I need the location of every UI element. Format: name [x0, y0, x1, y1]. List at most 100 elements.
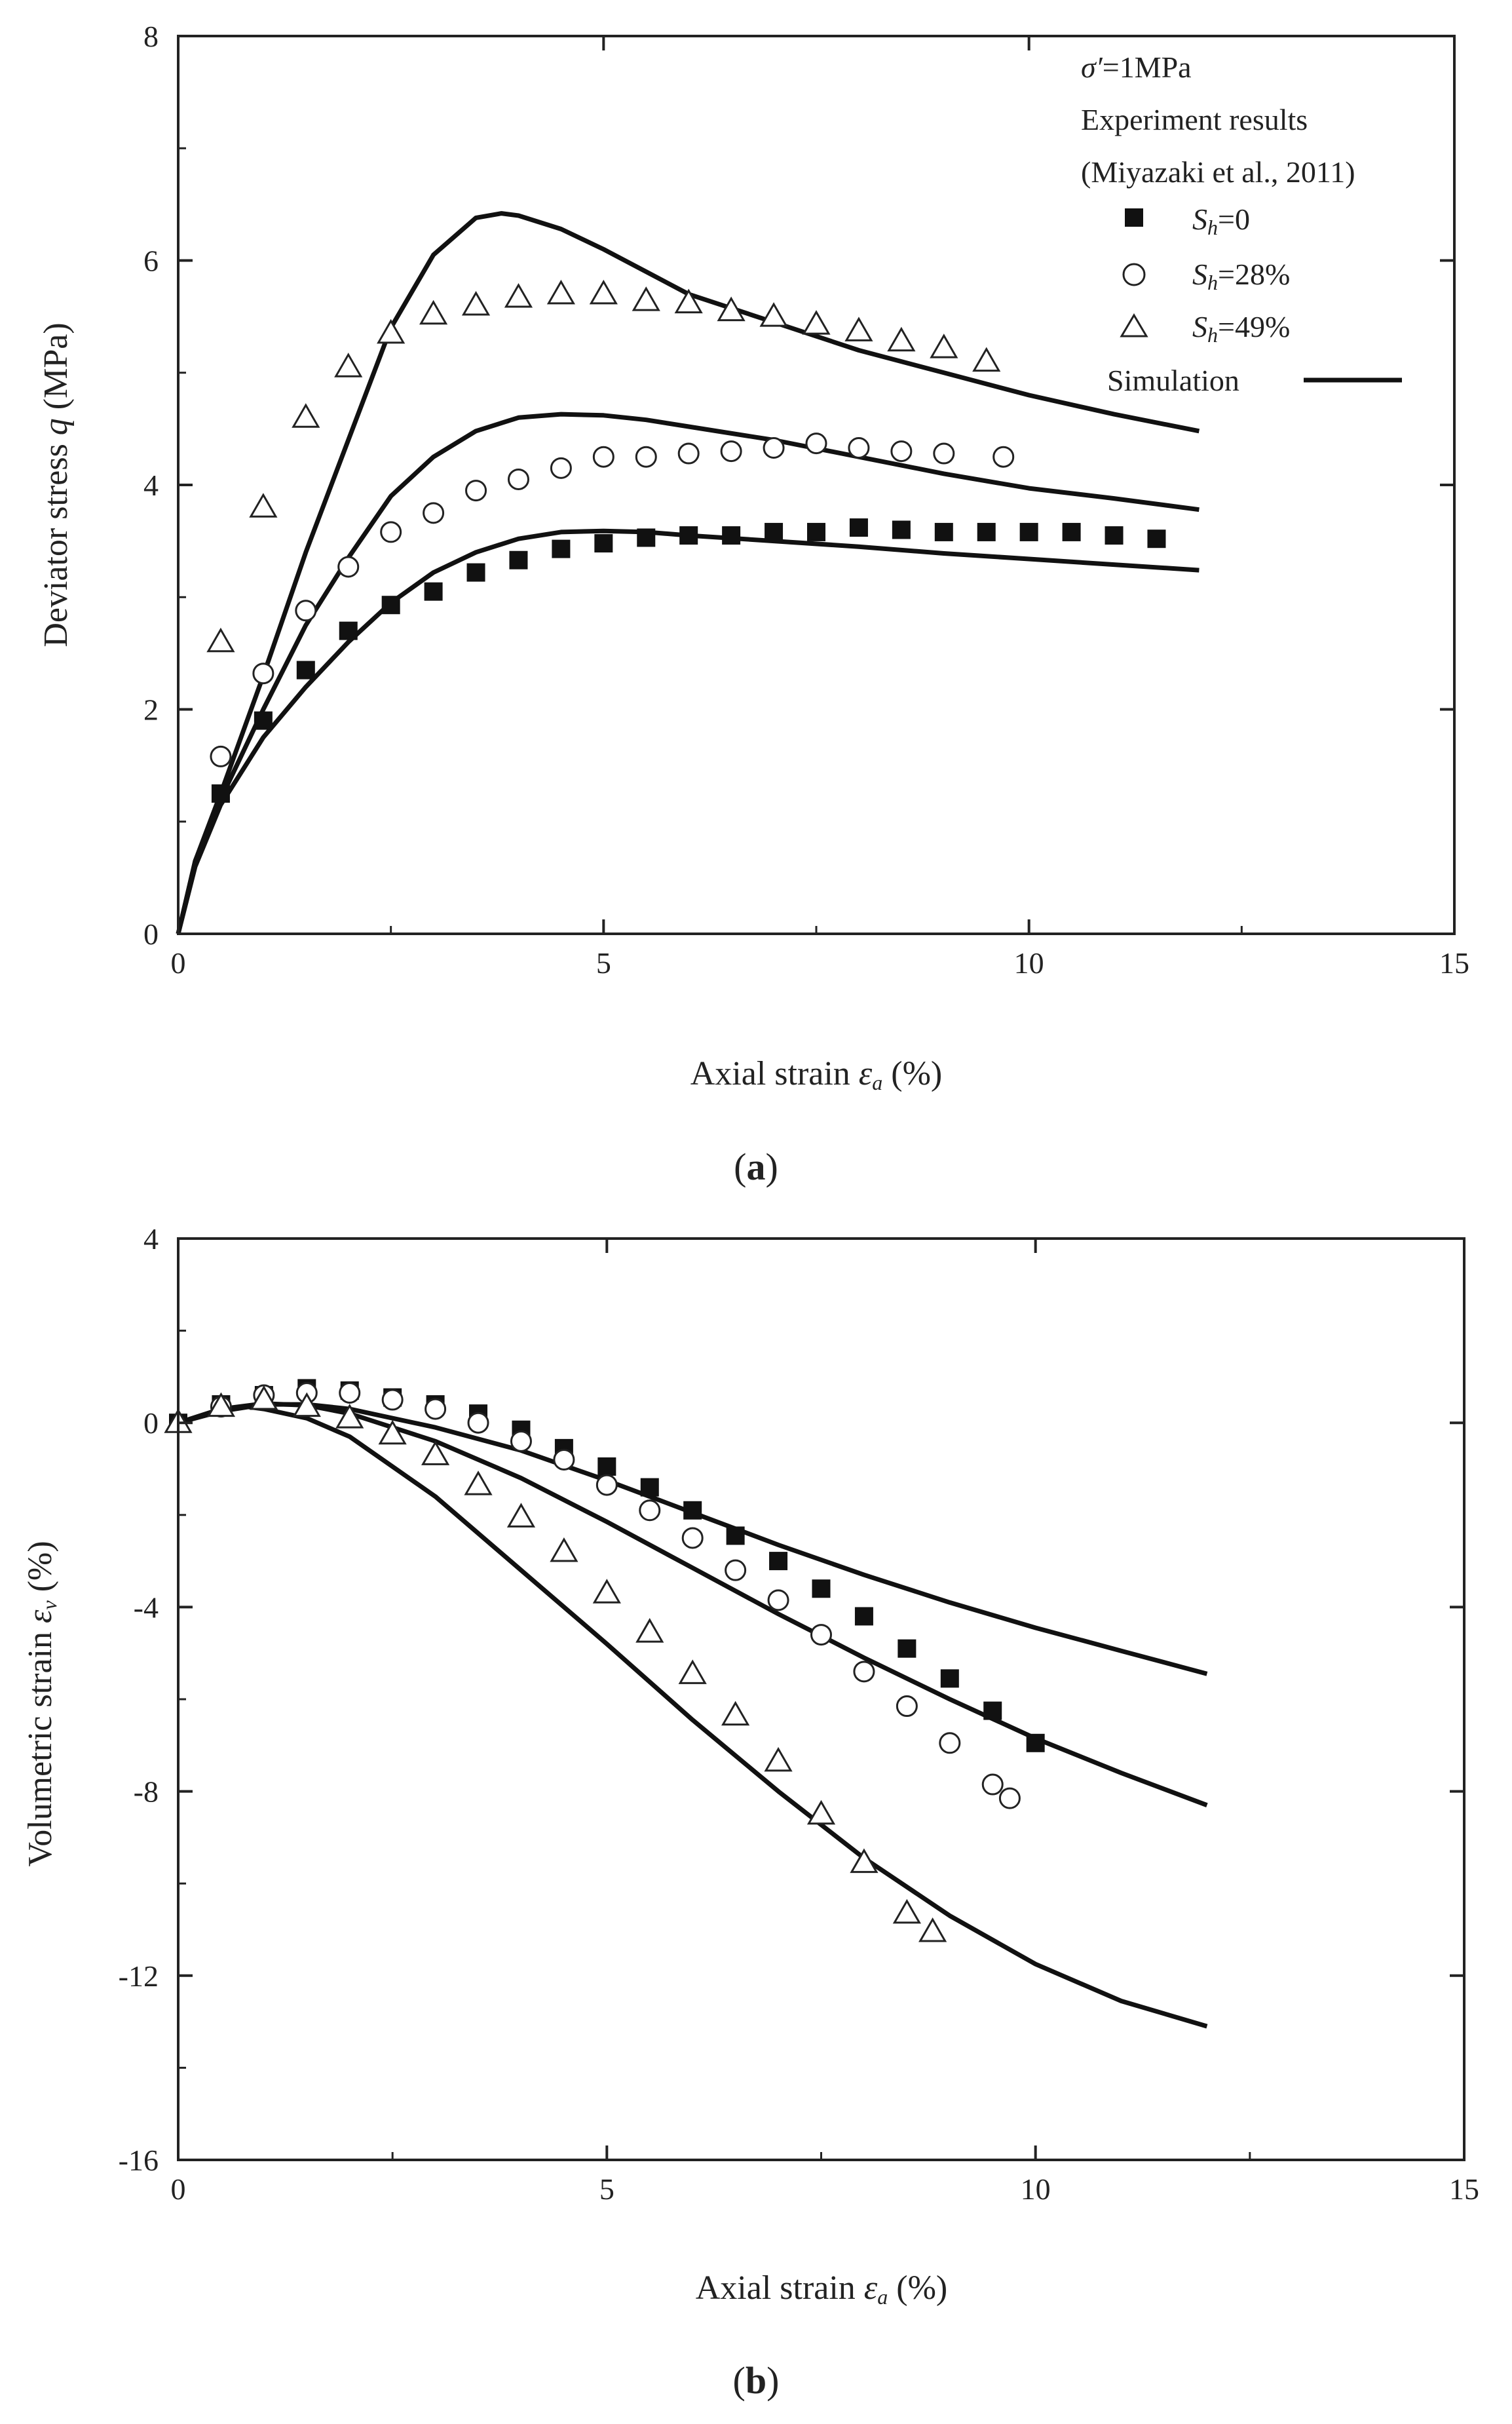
legend-entry-sh49: Sh=49% [1192, 310, 1290, 347]
panel-b-chart: 0 5 10 15 -16 -12 -8 -4 0 4 Volumetric strain εv … [22, 1222, 1479, 2402]
panel-a-simulation-line-5 [176, 211, 1200, 934]
panel-a-point-triangle [377, 318, 406, 344]
panel-b-point-triangle [918, 1917, 947, 1942]
panel-a-point-triangle [292, 403, 320, 428]
panel-b-point-square [640, 1478, 659, 1497]
panel-a-legend: σ′=1MPa Experiment results (Miyazaki et … [1081, 50, 1402, 397]
panel-a-point-square [934, 522, 953, 541]
panel-a-point-circle [848, 436, 870, 459]
panel-a-x-tick-label: 10 [1014, 946, 1044, 980]
panel-b-y-tick-label: -4 [134, 1590, 159, 1624]
panel-b-plot-marks [164, 1379, 1208, 2029]
panel-b-point-square [683, 1501, 702, 1520]
panel-a-ticks: 0 5 10 15 0 2 4 6 8 [143, 20, 1469, 980]
panel-a-point-square [594, 534, 613, 553]
legend-simulation: Simulation [1107, 364, 1239, 397]
panel-a-point-circle [635, 446, 657, 468]
panel-a-point-triangle [674, 288, 703, 314]
panel-b-point-circle [767, 1589, 789, 1611]
panel-a-point-square [977, 522, 996, 541]
panel-b-point-circle [425, 1398, 447, 1420]
panel-a-point-square [722, 526, 741, 545]
panel-a-x-tick-label: 0 [171, 946, 186, 980]
panel-a-plot-marks [176, 211, 1200, 934]
panel-b-point-triangle [721, 1701, 750, 1726]
panel-b-point-triangle [292, 1392, 321, 1417]
panel-a-simulation-line-4 [176, 412, 1200, 934]
panel-b-x-axis-label: Axial strain εa (%) [696, 2269, 948, 2309]
panel-a-point-square [552, 539, 571, 558]
panel-a-point-square [296, 661, 315, 680]
panel-a-point-square [466, 563, 485, 582]
panel-b-point-circle [810, 1624, 832, 1646]
panel-b-point-triangle [550, 1537, 578, 1562]
panel-a-y-tick-label: 6 [143, 244, 159, 278]
panel-b-point-triangle [206, 1392, 236, 1417]
panel-a-point-triangle [930, 334, 958, 358]
panel-b-point-circle [339, 1382, 361, 1404]
panel-a-point-square [679, 526, 698, 545]
panel-b-point-circle [595, 1474, 618, 1496]
panel-a-y-tick-label: 2 [143, 693, 159, 727]
panel-a-point-triangle [802, 310, 831, 335]
panel-a-point-square [1062, 522, 1081, 541]
legend-heading-2: (Miyazaki et al., 2011) [1081, 155, 1355, 189]
panel-b-x-tick-label: 15 [1449, 2172, 1479, 2206]
panel-b-point-triangle [464, 1471, 493, 1495]
panel-a-label: (a) [734, 1145, 778, 1188]
panel-a-point-triangle [419, 299, 448, 325]
panel-a-point-circle [252, 663, 274, 685]
panel-b-y-tick-label: 0 [143, 1406, 159, 1440]
panel-a-point-circle [380, 521, 402, 543]
panel-a-point-circle [507, 468, 529, 490]
panel-a-point-circle [295, 600, 317, 622]
panel-a-point-circle [933, 442, 955, 465]
panel-a-point-circle [423, 502, 445, 524]
panel-a-point-circle [337, 556, 360, 578]
panel-a-point-square [1147, 529, 1166, 548]
panel-a-point-square [765, 522, 784, 541]
panel-b-point-triangle [592, 1579, 621, 1604]
panel-a-point-triangle [717, 296, 746, 322]
panel-b-y-tick-label: -16 [119, 2144, 159, 2177]
panel-b-point-circle [998, 1787, 1021, 1809]
panel-a-point-square [509, 550, 528, 569]
panel-a-point-triangle [887, 326, 916, 352]
panel-a-point-triangle [632, 286, 660, 311]
panel-b-y-tick-label: -8 [134, 1775, 159, 1809]
panel-a-x-tick-label: 15 [1439, 946, 1469, 980]
panel-b-label: (b) [733, 2359, 780, 2402]
panel-b-point-circle [510, 1430, 532, 1452]
panel-a-point-square [381, 596, 400, 615]
panel-b-point-circle [896, 1695, 918, 1718]
panel-a-point-circle [805, 433, 827, 455]
panel-b-point-triangle [421, 1440, 450, 1465]
panel-a-point-triangle [844, 317, 873, 341]
panel-a-y-tick-label: 4 [143, 469, 159, 502]
panel-b-point-triangle [378, 1419, 407, 1445]
panel-a-point-triangle [972, 347, 1001, 372]
panel-b-point-circle [981, 1773, 1004, 1796]
panel-a-point-triangle [504, 283, 533, 308]
legend-heading-1: Experiment results [1081, 103, 1308, 136]
panel-a-y-tick-label: 8 [143, 20, 159, 53]
panel-a-x-tick-label: 5 [596, 946, 611, 980]
panel-b-point-triangle [892, 1898, 921, 1924]
panel-a-point-circle [890, 440, 913, 463]
panel-b-point-circle [639, 1499, 661, 1522]
panel-b-point-circle [853, 1661, 875, 1683]
legend-entry-sh28: Sh=28% [1192, 258, 1290, 294]
panel-a-point-triangle [461, 290, 491, 316]
panel-a-y-tick-label: 0 [143, 917, 159, 951]
panel-a-point-triangle [546, 279, 575, 305]
panel-b-ticks: 0 5 10 15 -16 -12 -8 -4 0 4 [119, 1222, 1479, 2206]
panel-a-point-square [807, 522, 825, 541]
panel-b-point-square [769, 1552, 788, 1571]
panel-b-point-triangle [250, 1385, 278, 1410]
panel-a-point-triangle [759, 302, 788, 327]
panel-a-point-square [1019, 522, 1038, 541]
panel-a-y-axis-label: Deviator stress q (MPa) [37, 322, 75, 647]
legend-entry-sh0: Sh=0 [1192, 202, 1250, 239]
legend-condition: σ′=1MPa [1081, 50, 1192, 84]
panel-b-y-axis-label: Volumetric strain εv (%) [22, 1541, 61, 1866]
